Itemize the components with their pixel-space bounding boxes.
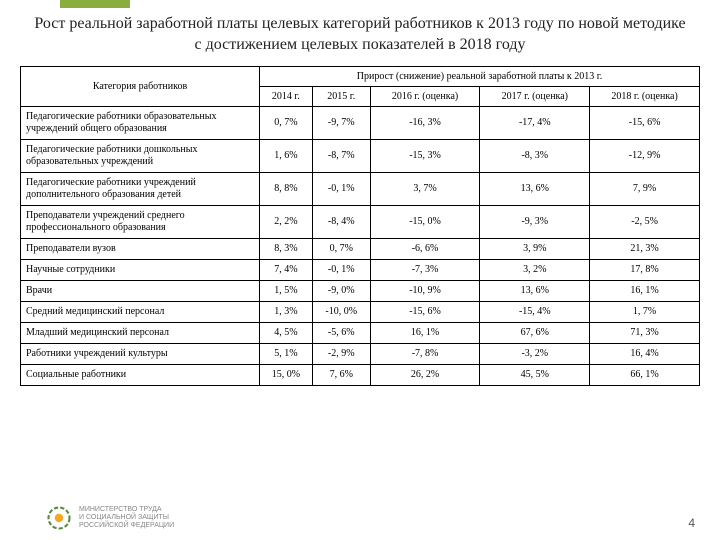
table-cell: 2, 2% xyxy=(260,205,313,238)
table-cell: 8, 8% xyxy=(260,172,313,205)
table-cell: -0, 1% xyxy=(312,259,370,280)
col-2015: 2015 г. xyxy=(312,86,370,106)
table-cell: -7, 3% xyxy=(370,259,480,280)
table-cell: 3, 2% xyxy=(480,259,590,280)
table-cell: 16, 4% xyxy=(590,343,700,364)
table-cell: 0, 7% xyxy=(260,106,313,139)
table-cell: -3, 2% xyxy=(480,343,590,364)
table-cell: -9, 7% xyxy=(312,106,370,139)
table-cell: -6, 6% xyxy=(370,238,480,259)
table-cell: -15, 0% xyxy=(370,205,480,238)
table-cell: -9, 0% xyxy=(312,280,370,301)
table-cell: 0, 7% xyxy=(312,238,370,259)
table-cell: -7, 8% xyxy=(370,343,480,364)
table-cell: 13, 6% xyxy=(480,280,590,301)
table-cell: -17, 4% xyxy=(480,106,590,139)
table-cell: 1, 5% xyxy=(260,280,313,301)
table-cell: -15, 6% xyxy=(590,106,700,139)
page-title: Рост реальной заработной платы целевых к… xyxy=(0,0,720,66)
table-cell: 26, 2% xyxy=(370,364,480,385)
table-row-cat: Преподаватели учреждений среднего профес… xyxy=(21,205,260,238)
table-row-cat: Социальные работники xyxy=(21,364,260,385)
col-2017: 2017 г. (оценка) xyxy=(480,86,590,106)
table-cell: 1, 6% xyxy=(260,139,313,172)
data-table: Категория работников Прирост (снижение) … xyxy=(20,66,700,386)
col-category: Категория работников xyxy=(21,66,260,106)
table-cell: 16, 1% xyxy=(590,280,700,301)
col-2018: 2018 г. (оценка) xyxy=(590,86,700,106)
table-row-cat: Педагогические работники дошкольных обра… xyxy=(21,139,260,172)
table-cell: -2, 9% xyxy=(312,343,370,364)
table-row-cat: Преподаватели вузов xyxy=(21,238,260,259)
table-cell: 21, 3% xyxy=(590,238,700,259)
table-cell: -8, 7% xyxy=(312,139,370,172)
table-cell: 67, 6% xyxy=(480,322,590,343)
table-cell: 3, 7% xyxy=(370,172,480,205)
ministry-icon xyxy=(45,504,73,532)
table-cell: -15, 6% xyxy=(370,301,480,322)
col-2014: 2014 г. xyxy=(260,86,313,106)
table-cell: -0, 1% xyxy=(312,172,370,205)
table-cell: 4, 5% xyxy=(260,322,313,343)
table-cell: -9, 3% xyxy=(480,205,590,238)
table-row-cat: Младший медицинский персонал xyxy=(21,322,260,343)
footer-logo: МИНИСТЕРСТВО ТРУДАИ СОЦИАЛЬНОЙ ЗАЩИТЫРОС… xyxy=(45,504,174,532)
table-cell: -16, 3% xyxy=(370,106,480,139)
table-cell: 66, 1% xyxy=(590,364,700,385)
table-cell: 5, 1% xyxy=(260,343,313,364)
table-cell: -8, 3% xyxy=(480,139,590,172)
col-group: Прирост (снижение) реальной заработной п… xyxy=(260,66,700,86)
table-row-cat: Работники учреждений культуры xyxy=(21,343,260,364)
table-cell: -10, 0% xyxy=(312,301,370,322)
table-cell: 7, 9% xyxy=(590,172,700,205)
table-row-cat: Педагогические работники образовательных… xyxy=(21,106,260,139)
table-row-cat: Врачи xyxy=(21,280,260,301)
page-number: 4 xyxy=(688,516,695,530)
table-cell: 15, 0% xyxy=(260,364,313,385)
table-cell: 17, 8% xyxy=(590,259,700,280)
table-cell: -12, 9% xyxy=(590,139,700,172)
table-cell: 3, 9% xyxy=(480,238,590,259)
table-cell: -8, 4% xyxy=(312,205,370,238)
table-cell: 16, 1% xyxy=(370,322,480,343)
col-2016: 2016 г. (оценка) xyxy=(370,86,480,106)
table-row-cat: Научные сотрудники xyxy=(21,259,260,280)
table-cell: -10, 9% xyxy=(370,280,480,301)
table-cell: -5, 6% xyxy=(312,322,370,343)
table-cell: 45, 5% xyxy=(480,364,590,385)
table-cell: 1, 7% xyxy=(590,301,700,322)
table-row-cat: Средний медицинский персонал xyxy=(21,301,260,322)
table-cell: 8, 3% xyxy=(260,238,313,259)
table-row-cat: Педагогические работники учреждений допо… xyxy=(21,172,260,205)
table-cell: -15, 3% xyxy=(370,139,480,172)
footer-text: МИНИСТЕРСТВО ТРУДАИ СОЦИАЛЬНОЙ ЗАЩИТЫРОС… xyxy=(79,506,174,529)
table-cell: -2, 5% xyxy=(590,205,700,238)
table-cell: -15, 4% xyxy=(480,301,590,322)
table-cell: 7, 4% xyxy=(260,259,313,280)
table-cell: 7, 6% xyxy=(312,364,370,385)
table-cell: 1, 3% xyxy=(260,301,313,322)
table-cell: 13, 6% xyxy=(480,172,590,205)
table-cell: 71, 3% xyxy=(590,322,700,343)
